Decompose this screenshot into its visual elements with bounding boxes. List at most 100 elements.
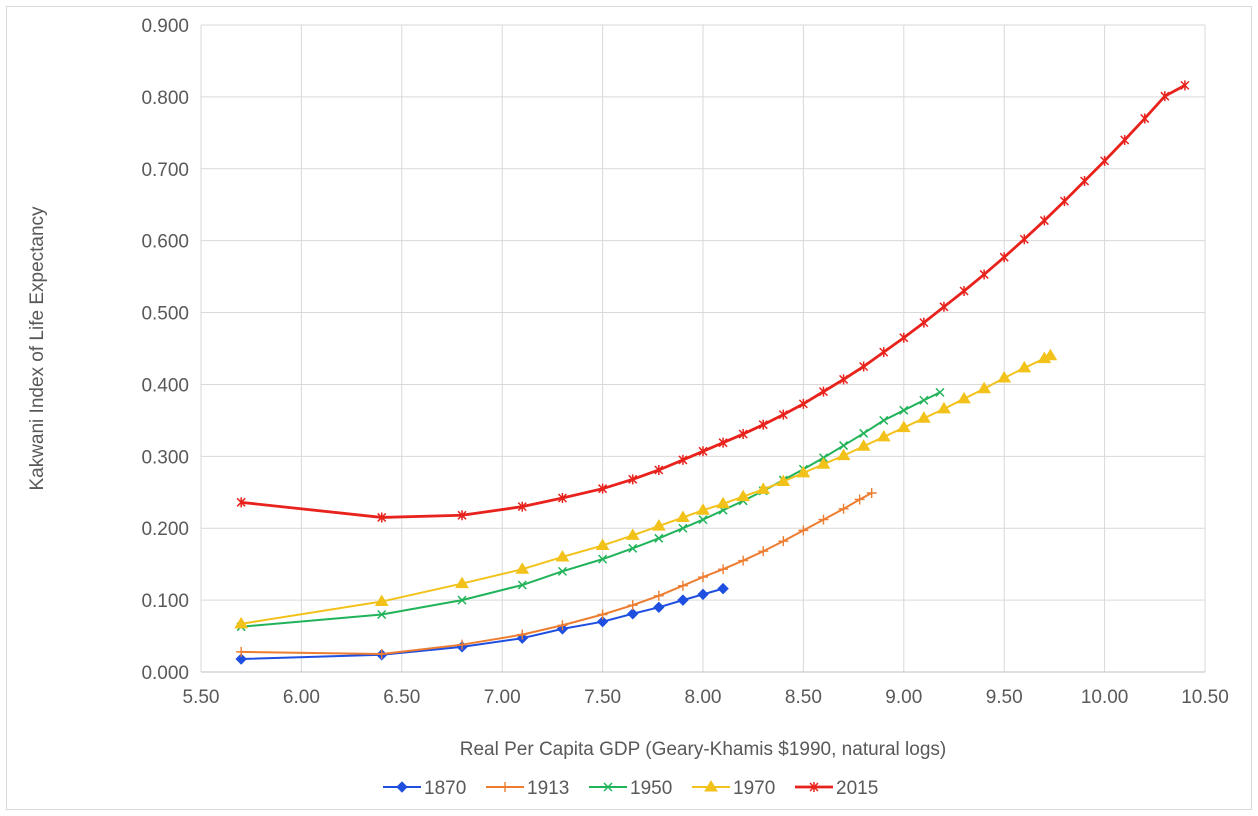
data-point bbox=[977, 381, 992, 394]
data-point bbox=[859, 428, 869, 438]
data-point bbox=[756, 482, 771, 494]
data-point bbox=[698, 446, 708, 457]
data-point bbox=[798, 525, 809, 536]
data-point bbox=[778, 536, 789, 547]
data-point bbox=[1039, 215, 1049, 226]
data-point bbox=[627, 608, 639, 620]
data-point bbox=[899, 405, 909, 415]
x-tick-label: 9.00 bbox=[885, 687, 922, 708]
data-point bbox=[879, 415, 889, 425]
data-point bbox=[818, 514, 829, 525]
data-point bbox=[916, 411, 931, 423]
x-tick-label: 8.50 bbox=[785, 687, 822, 708]
data-point bbox=[899, 332, 909, 343]
data-point bbox=[1180, 80, 1190, 91]
data-point bbox=[1019, 234, 1029, 245]
data-point bbox=[1043, 348, 1058, 361]
data-point bbox=[557, 493, 567, 504]
data-point bbox=[758, 546, 769, 557]
plot-area bbox=[234, 80, 1190, 665]
data-point bbox=[718, 564, 729, 575]
data-point bbox=[718, 437, 728, 448]
data-point bbox=[677, 580, 688, 591]
data-point bbox=[598, 483, 608, 494]
data-point bbox=[396, 781, 408, 793]
series-1913 bbox=[236, 487, 877, 660]
x-tick-label: 6.00 bbox=[283, 687, 320, 708]
data-point bbox=[1120, 135, 1130, 146]
data-point bbox=[654, 464, 664, 475]
y-tick-label: 0.300 bbox=[141, 447, 189, 468]
data-point bbox=[866, 487, 877, 498]
y-tick-label: 0.200 bbox=[141, 519, 189, 540]
data-point bbox=[738, 429, 748, 440]
data-point bbox=[809, 782, 819, 792]
data-point bbox=[500, 782, 510, 792]
data-point bbox=[696, 503, 710, 515]
x-tick-label: 6.50 bbox=[383, 687, 420, 708]
data-point bbox=[738, 555, 749, 566]
x-tick-label: 5.50 bbox=[183, 687, 220, 708]
data-point bbox=[854, 494, 865, 505]
y-tick-label: 0.900 bbox=[141, 16, 189, 37]
x-tick-label: 7.50 bbox=[584, 687, 621, 708]
data-point bbox=[236, 646, 247, 657]
data-point bbox=[698, 572, 708, 583]
data-point bbox=[736, 489, 751, 502]
legend-label: 1913 bbox=[527, 778, 569, 799]
data-point bbox=[876, 429, 891, 442]
data-point bbox=[796, 465, 811, 478]
data-point bbox=[457, 595, 467, 605]
y-tick-label: 0.500 bbox=[141, 304, 189, 325]
data-point bbox=[627, 600, 638, 611]
data-point bbox=[776, 474, 791, 486]
data-point bbox=[716, 496, 730, 509]
legend-item-2015: 2015 bbox=[795, 778, 878, 799]
x-tick-label: 10.50 bbox=[1181, 687, 1229, 708]
data-point bbox=[879, 347, 889, 358]
data-point bbox=[517, 580, 527, 590]
data-point bbox=[455, 576, 469, 589]
axes: 0.000 0.100 0.200 0.300 0.400 0.500 0.600 0.700… bbox=[141, 16, 1228, 708]
data-point bbox=[457, 639, 468, 650]
series-line bbox=[241, 354, 1051, 625]
y-tick-label: 0.800 bbox=[141, 88, 189, 109]
data-point bbox=[957, 391, 971, 404]
data-point bbox=[704, 780, 718, 792]
series-1950 bbox=[236, 387, 945, 632]
chart-canvas: 0.000 0.100 0.200 0.300 0.400 0.500 0.600 0.700… bbox=[27, 16, 1229, 799]
x-tick-label: 8.00 bbox=[685, 687, 722, 708]
data-point bbox=[653, 590, 664, 601]
data-point bbox=[997, 371, 1012, 383]
data-point bbox=[625, 528, 640, 540]
data-point bbox=[235, 653, 247, 665]
series-line bbox=[241, 84, 1186, 519]
y-axis-title: Kakwani Index of Life Expectancy bbox=[27, 206, 48, 491]
data-point bbox=[628, 543, 638, 553]
legend-label: 1970 bbox=[733, 778, 775, 799]
gridlines bbox=[200, 24, 1206, 673]
x-tick-label: 10.00 bbox=[1081, 687, 1129, 708]
data-point bbox=[603, 782, 613, 792]
data-point bbox=[758, 419, 768, 430]
data-point bbox=[836, 448, 851, 461]
data-point bbox=[838, 503, 849, 514]
data-point bbox=[376, 649, 387, 660]
data-point bbox=[999, 252, 1009, 263]
data-point bbox=[555, 550, 570, 562]
y-tick-label: 0.000 bbox=[141, 663, 189, 684]
data-point bbox=[234, 616, 249, 629]
data-point bbox=[557, 566, 567, 576]
x-tick-label: 7.00 bbox=[484, 687, 521, 708]
x-tick-label: 9.50 bbox=[986, 687, 1023, 708]
data-point bbox=[557, 620, 568, 631]
legend-label: 1950 bbox=[630, 778, 672, 799]
data-point bbox=[595, 538, 610, 550]
data-point bbox=[937, 401, 951, 414]
data-point bbox=[515, 562, 530, 574]
data-point bbox=[678, 523, 688, 533]
legend: 1870 1913 1950 1970 2015 bbox=[383, 778, 878, 799]
data-point bbox=[653, 601, 665, 614]
data-point bbox=[236, 497, 246, 508]
data-point bbox=[677, 594, 689, 606]
